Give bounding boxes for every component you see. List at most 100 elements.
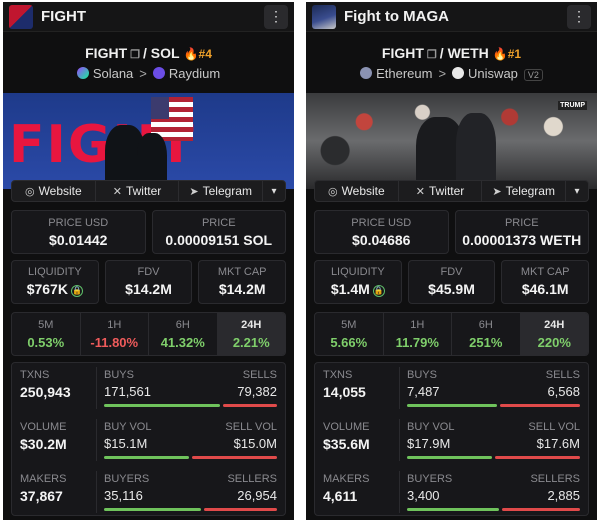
tab-24h[interactable]: 24H 220% — [520, 313, 588, 355]
price-usd-box: PRICE USD $0.01442 — [11, 210, 146, 254]
tab-6h[interactable]: 6H 41.32% — [149, 313, 218, 355]
website-link[interactable]: ◎ Website — [12, 181, 96, 201]
mktcap-value: $46.1M — [521, 281, 569, 297]
txns-value: 250,943 — [20, 384, 71, 400]
volume-row: VOLUME $30.2M BUY VOL SELL VOL $15.1M $15.0… — [12, 415, 285, 465]
pair-quote: SOL — [150, 45, 180, 61]
tab-6h[interactable]: 6H 251% — [452, 313, 521, 355]
mktcap-value: $14.2M — [218, 281, 266, 297]
price-usd-value: $0.04686 — [352, 232, 411, 248]
website-link[interactable]: ◎ Website — [315, 181, 399, 201]
sellers-value: 26,954 — [237, 488, 277, 503]
buys-value: 171,561 — [104, 384, 151, 399]
fdv-label: FDV — [137, 266, 160, 278]
telegram-link[interactable]: ➤ Telegram — [482, 181, 567, 201]
buyvol-value: $15.1M — [104, 436, 148, 451]
price-native-box: PRICE 0.00001373 WETH — [454, 210, 589, 254]
telegram-icon: ➤ — [189, 185, 199, 198]
tab-24h[interactable]: 24H 2.21% — [217, 313, 285, 355]
ethereum-icon — [360, 67, 373, 79]
buyers-label: BUYERS — [104, 473, 150, 485]
buyvol-label: BUY VOL — [407, 421, 455, 433]
token-title: Fight to MAGA — [344, 8, 449, 25]
price-row: PRICE USD $0.04686 PRICE 0.00001373 WETH — [314, 210, 589, 254]
buyers-value: 3,400 — [407, 488, 440, 503]
banner-figure — [137, 133, 167, 189]
market-stats-row: LIQUIDITY $1.4M 🔒 FDV $45.9M MKT CAP $46.… — [314, 260, 590, 304]
liquidity-label: LIQUIDITY — [27, 266, 82, 278]
lock-icon: 🔒 — [70, 285, 83, 297]
globe-icon: ◎ — [24, 185, 35, 198]
telegram-link[interactable]: ➤ Telegram — [179, 181, 264, 201]
chain-name[interactable]: Solana — [92, 66, 134, 81]
chain-line: Ethereum > Uniswap V2 — [306, 66, 597, 81]
chevron-down-icon[interactable]: ▾ — [574, 185, 580, 197]
makers-value: 37,867 — [20, 488, 63, 504]
sellers-value: 2,885 — [547, 488, 580, 503]
sells-value: 6,568 — [547, 384, 580, 399]
txns-label: TXNS — [323, 369, 353, 381]
dex-version-badge: V2 — [523, 69, 543, 81]
market-stats-row: LIQUIDITY $767K 🔒 FDV $14.2M MKT CAP $14.… — [11, 260, 287, 304]
trading-stats: TXNS 250,943 BUYS SELLS 171,561 79,382 VOLU… — [11, 362, 286, 516]
copy-icon[interactable]: ❐ — [130, 49, 140, 61]
pair-quote: WETH — [447, 45, 489, 61]
price-native-box: PRICE 0.00009151 SOL — [151, 210, 286, 254]
sellvol-value: $17.6M — [536, 436, 580, 451]
price-native-value: 0.00009151 SOL — [165, 232, 273, 248]
twitter-link[interactable]: ✕ Twitter — [399, 181, 483, 201]
price-native-value: 0.00001373 WETH — [462, 232, 582, 248]
chain-line: Solana > Raydium — [3, 66, 294, 81]
price-usd-label: PRICE USD — [48, 217, 109, 229]
raydium-icon — [152, 67, 165, 79]
volume-label: VOLUME — [323, 421, 370, 433]
mktcap-label: MKT CAP — [217, 266, 267, 278]
makers-row: MAKERS 37,867 BUYERS SELLERS 35,116 26,954 — [12, 467, 285, 517]
fdv-value: $45.9M — [428, 281, 475, 297]
buyvol-value: $17.9M — [407, 436, 451, 451]
fdv-label: FDV — [440, 266, 463, 278]
tab-5m[interactable]: 5M 0.53% — [12, 313, 81, 355]
tab-1h[interactable]: 1H 11.79% — [384, 313, 452, 355]
dex-name[interactable]: Uniswap — [468, 66, 518, 81]
txns-row: TXNS 14,055 BUYS SELLS 7,487 6,568 — [315, 363, 588, 413]
globe-icon: ◎ — [327, 185, 338, 198]
price-usd-box: PRICE USD $0.04686 — [314, 210, 449, 254]
banner-tag: TRUMP — [558, 101, 587, 110]
sells-label: SELLS — [242, 369, 277, 381]
x-icon: ✕ — [112, 185, 122, 198]
timeframe-tabs: 5M 0.53% 1H -11.80% 6H 41.32% 24H 2.21% — [11, 312, 286, 356]
liquidity-label: LIQUIDITY — [330, 266, 385, 278]
txns-value: 14,055 — [323, 384, 366, 400]
twitter-link[interactable]: ✕ Twitter — [96, 181, 180, 201]
sells-label: SELLS — [545, 369, 580, 381]
pair-base: FIGHT — [381, 45, 424, 61]
fdv-box: FDV $45.9M — [407, 260, 496, 304]
more-options-icon[interactable]: ⋮ — [567, 4, 591, 29]
token-avatar — [312, 4, 336, 29]
dex-name[interactable]: Raydium — [168, 66, 221, 81]
chevron-right-icon: > — [438, 66, 447, 81]
trading-stats: TXNS 14,055 BUYS SELLS 7,487 6,568 VOLUME $3… — [314, 362, 589, 516]
sellvol-value: $15.0M — [233, 436, 277, 451]
price-row: PRICE USD $0.01442 PRICE 0.00009151 SOL — [11, 210, 286, 254]
copy-icon[interactable]: ❐ — [426, 49, 437, 61]
telegram-icon: ➤ — [492, 185, 502, 198]
buyers-value: 35,116 — [104, 488, 143, 503]
chain-name[interactable]: Ethereum — [376, 66, 433, 81]
makers-label: MAKERS — [323, 473, 370, 485]
sellvol-label: SELL VOL — [225, 421, 277, 433]
pair-separator: / — [439, 45, 444, 61]
liquidity-value: $767K 🔒 — [26, 281, 83, 297]
solana-icon — [76, 67, 89, 79]
more-options-icon[interactable]: ⋮ — [264, 4, 288, 29]
lock-icon: 🔒 — [372, 285, 385, 297]
chevron-down-icon[interactable]: ▾ — [271, 185, 277, 197]
chevron-right-icon: > — [139, 66, 147, 81]
mktcap-box: MKT CAP $14.2M — [198, 260, 287, 304]
tab-5m[interactable]: 5M 5.66% — [315, 313, 384, 355]
buy-sell-vol-bar — [407, 456, 580, 459]
price-usd-label: PRICE USD — [351, 217, 412, 229]
volume-value: $30.2M — [20, 436, 67, 452]
tab-1h[interactable]: 1H -11.80% — [81, 313, 149, 355]
